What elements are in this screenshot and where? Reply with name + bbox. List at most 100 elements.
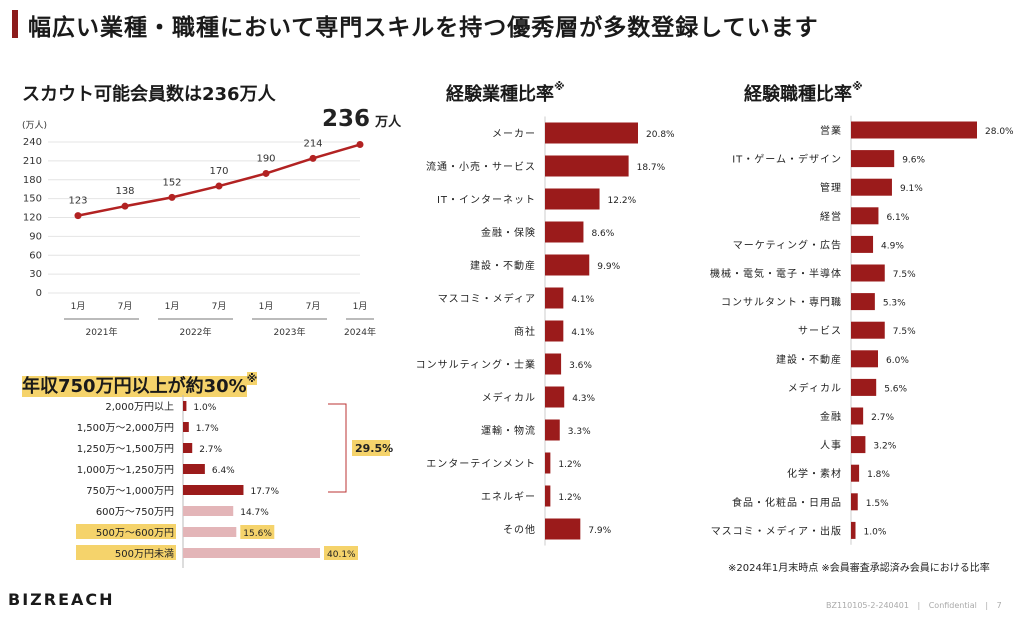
income-category-label: 500万円未満 xyxy=(115,548,174,560)
income-value-highlight xyxy=(324,546,358,560)
industry-value-label: 3.3% xyxy=(568,427,591,437)
income-category-highlight xyxy=(76,545,176,560)
industry-category-label: エンターテインメント xyxy=(426,458,536,470)
job-category-label: 食品・化粧品・日用品 xyxy=(732,496,842,509)
income-bar-chart: 2,000万円以上 1.0% 1,500万～2,000万円 1.7% 1,250万～1,… xyxy=(76,395,393,568)
industry-category-label: マスコミ・メディア xyxy=(438,292,536,305)
job-category-label: IT・ゲーム・デザイン xyxy=(732,153,842,166)
job-bar xyxy=(851,350,878,368)
job-category-label: マーケティング・広告 xyxy=(733,238,842,251)
job-bar xyxy=(851,207,879,225)
job-bar xyxy=(851,264,885,282)
income-bar xyxy=(183,443,193,453)
industry-bar xyxy=(545,419,560,441)
industry-bar xyxy=(545,386,565,408)
job-category-label: 建設・不動産 xyxy=(776,353,842,366)
industry-category-label: メディカル xyxy=(482,391,536,404)
y-axis-unit: (万人) xyxy=(22,120,47,131)
income-value-label: 14.7% xyxy=(240,508,269,518)
industry-bar xyxy=(545,452,551,474)
job-title-mark: ※ xyxy=(852,80,863,93)
data-point xyxy=(309,154,317,162)
industry-value-label: 4.3% xyxy=(572,394,595,404)
income-value-label: 17.7% xyxy=(250,487,279,497)
doc-code: BZ110105-2-240401 xyxy=(826,601,909,610)
data-label: 123 xyxy=(68,196,87,207)
income-title-mark: ※ xyxy=(246,372,258,385)
scout-line-chart: (万人) 0 30 60 90 120 150 180 210 240 123 1月 138 7月 152 1… xyxy=(22,120,376,338)
industry-bar-chart: メーカー 20.8% 流通・小売・サービス 18.7% IT・インターネット 12.2% 金… xyxy=(416,116,675,546)
y-tick-label: 60 xyxy=(29,250,42,261)
job-bar xyxy=(851,121,977,139)
income-category-label: 750万～1,000万円 xyxy=(86,486,174,497)
scout-highlight-value: 236 xyxy=(322,106,371,132)
job-value-label: 6.0% xyxy=(886,356,909,366)
job-category-label: メディカル xyxy=(788,381,842,394)
title-accent-bar xyxy=(12,10,18,38)
job-bar xyxy=(851,521,856,539)
job-value-label: 2.7% xyxy=(871,413,894,423)
y-tick-label: 180 xyxy=(23,175,42,186)
industry-value-label: 1.2% xyxy=(558,493,581,503)
income-value-label: 1.0% xyxy=(193,403,216,413)
industry-bar xyxy=(545,122,638,144)
y-tick-label: 210 xyxy=(23,156,42,167)
industry-bar xyxy=(545,485,551,507)
job-bar xyxy=(851,407,864,425)
y-tick-label: 0 xyxy=(36,288,42,299)
job-bar xyxy=(851,178,892,196)
job-value-label: 3.2% xyxy=(873,442,896,452)
industry-category-label: エネルギー xyxy=(481,491,536,503)
income-bar xyxy=(183,464,205,474)
industry-bar xyxy=(545,155,629,177)
industry-title-mark: ※ xyxy=(554,80,565,93)
industry-category-label: 流通・小売・サービス xyxy=(426,160,536,173)
x-tick-label: 1月 xyxy=(259,301,274,312)
income-value-label: 40.1% xyxy=(327,550,356,560)
job-bar xyxy=(851,321,885,339)
job-category-label: サービス xyxy=(798,325,842,337)
income-bracket xyxy=(328,403,347,493)
data-label: 190 xyxy=(256,153,275,164)
x-tick-label: 7月 xyxy=(118,301,133,312)
x-group-label: 2023年 xyxy=(274,326,306,338)
scout-highlight: 236 万人 xyxy=(322,106,401,132)
confidential-label: Confidential xyxy=(928,601,977,610)
income-category-label: 1,250万～1,500万円 xyxy=(77,444,174,455)
industry-category-label: 商社 xyxy=(514,325,536,338)
job-value-label: 9.1% xyxy=(900,184,923,194)
industry-bar xyxy=(545,287,564,309)
job-value-label: 1.5% xyxy=(866,499,889,509)
x-tick-label: 7月 xyxy=(306,301,321,312)
x-group-label: 2021年 xyxy=(86,326,118,338)
income-category-label: 2,000万円以上 xyxy=(105,401,174,413)
job-title-text: 経験職種比率 xyxy=(744,84,852,105)
y-tick-label: 90 xyxy=(29,231,42,242)
industry-title-text: 経験業種比率 xyxy=(446,84,554,105)
job-value-label: 6.1% xyxy=(886,213,909,223)
job-bar xyxy=(851,436,866,454)
job-value-label: 1.8% xyxy=(867,470,890,480)
income-value-highlight xyxy=(240,525,275,539)
income-bar xyxy=(183,527,237,537)
data-point xyxy=(262,169,270,177)
data-point xyxy=(356,141,364,149)
industry-bar xyxy=(545,254,590,276)
scout-section-title: スカウト可能会員数は236万人 xyxy=(22,84,276,105)
industry-value-label: 4.1% xyxy=(571,295,594,305)
income-bracket-highlight xyxy=(352,440,390,456)
job-value-label: 7.5% xyxy=(893,327,916,337)
industry-value-label: 1.2% xyxy=(558,460,581,470)
job-value-label: 4.9% xyxy=(881,241,904,251)
job-bar xyxy=(851,464,860,482)
income-bar xyxy=(183,401,187,411)
industry-value-label: 9.9% xyxy=(597,262,620,272)
bizreach-logo: BIZREACH xyxy=(8,590,115,609)
job-value-label: 5.3% xyxy=(883,299,906,309)
job-bar xyxy=(851,378,877,396)
y-tick-label: 150 xyxy=(23,194,42,205)
data-label: 152 xyxy=(162,177,181,188)
job-bar xyxy=(851,235,874,253)
x-group-label: 2024年 xyxy=(344,326,376,338)
job-value-label: 1.0% xyxy=(864,527,887,537)
